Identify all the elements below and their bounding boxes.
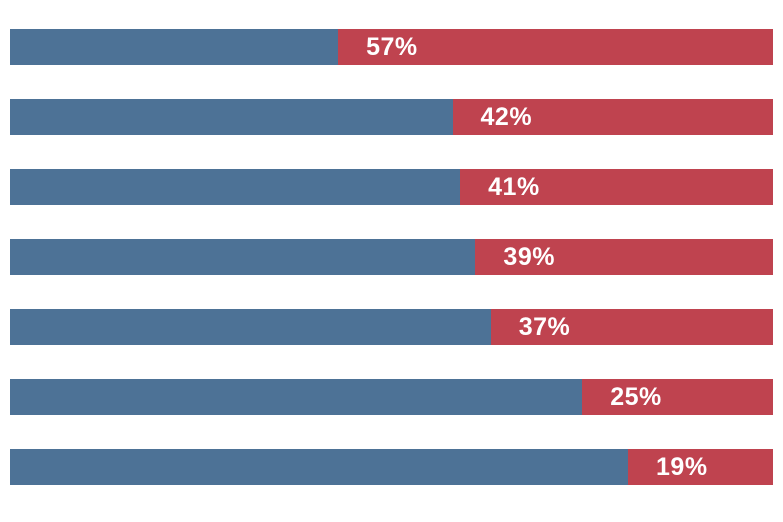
bar-segment-red: 39% xyxy=(475,239,773,275)
bar-segment-blue xyxy=(10,449,629,485)
bar-value-label: 37% xyxy=(518,313,571,341)
bar-segment-red: 42% xyxy=(452,99,773,135)
bar-segment-red: 25% xyxy=(582,379,773,415)
bar-row: 25% xyxy=(10,379,773,415)
bar-row: 19% xyxy=(10,449,773,485)
bar-segment-blue xyxy=(10,379,583,415)
bar-segment-red: 57% xyxy=(338,29,773,65)
bar-segment-blue xyxy=(10,29,339,65)
bar-value-label: 57% xyxy=(366,33,418,61)
bar-segment-blue xyxy=(10,169,461,205)
bar-segment-red: 41% xyxy=(460,169,773,205)
bar-segment-blue xyxy=(10,239,476,275)
bar-value-label: 25% xyxy=(610,383,662,411)
bar-value-label: 41% xyxy=(488,173,540,201)
bar-segment-blue xyxy=(10,99,453,135)
bar-value-label: 19% xyxy=(656,453,708,481)
bar-row: 42% xyxy=(10,99,773,135)
bar-value-label: 39% xyxy=(503,243,555,271)
bar-row: 39% xyxy=(10,239,773,275)
bar-segment-red: 19% xyxy=(628,449,773,485)
bar-segment-red: 37% xyxy=(490,309,773,345)
bar-row: 57% xyxy=(10,29,773,65)
bar-segment-blue xyxy=(10,309,491,345)
bar-row: 41% xyxy=(10,169,773,205)
bar-value-label: 42% xyxy=(480,103,533,131)
bar-row: 37% xyxy=(10,309,773,345)
